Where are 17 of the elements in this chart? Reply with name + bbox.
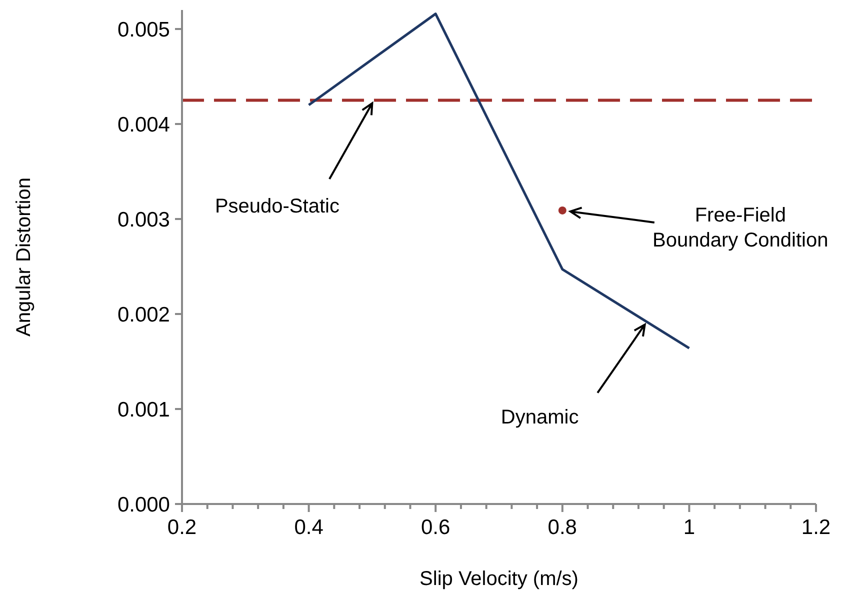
y-tick-label: 0.002 <box>117 303 170 326</box>
x-tick-label: 0.8 <box>548 516 577 539</box>
x-axis-title: Slip Velocity (m/s) <box>420 568 578 590</box>
x-tick-label: 1 <box>683 516 696 539</box>
x-tick-label: 0.6 <box>421 516 450 539</box>
y-tick-label: 0.004 <box>117 113 170 136</box>
y-tick-label: 0.000 <box>117 493 170 516</box>
x-tick-label: 0.4 <box>294 516 324 539</box>
annotation: Pseudo-Static <box>214 195 340 218</box>
y-tick-label: 0.003 <box>117 208 170 232</box>
annotation: Free-Field Boundary Condition <box>652 204 828 252</box>
y-axis-title: Angular Distortion <box>13 178 35 336</box>
annotation: Dynamic <box>500 406 579 429</box>
x-tick-label: 0.2 <box>167 516 197 539</box>
x-tick-label: 1.2 <box>801 516 831 539</box>
y-tick-label: 0.001 <box>117 398 170 422</box>
y-tick-label: 0.005 <box>117 18 170 42</box>
